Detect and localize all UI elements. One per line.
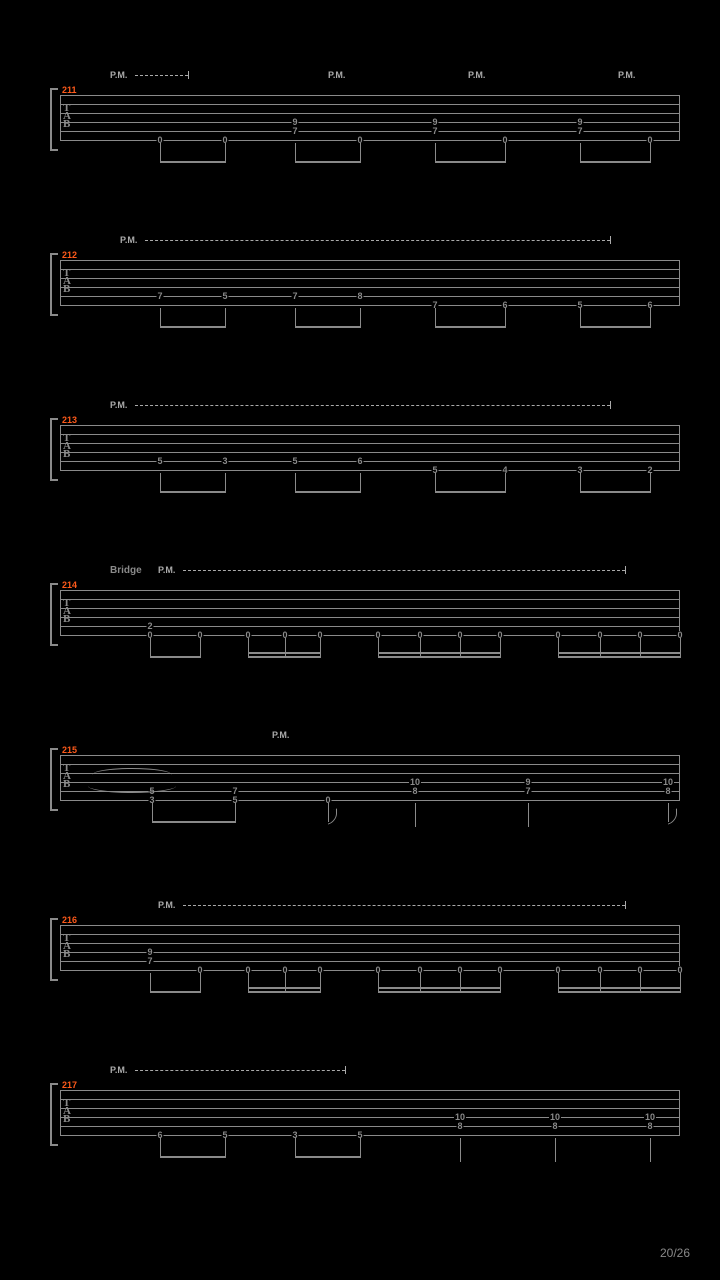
fret-number: 7 — [156, 292, 163, 300]
measure-number: 215 — [62, 745, 77, 755]
fret-number: 9 — [291, 118, 298, 126]
pm-label: P.M. — [618, 70, 635, 80]
measure-number: 216 — [62, 915, 77, 925]
staff: 75787656 — [60, 260, 680, 305]
fret-number: 9 — [576, 118, 583, 126]
fret-number: 8 — [356, 292, 363, 300]
fret-number: 10 — [409, 778, 421, 786]
fret-number: 9 — [431, 118, 438, 126]
fret-number: 7 — [576, 127, 583, 135]
pm-label: P.M. — [110, 400, 127, 410]
page-number: 20/26 — [660, 1246, 690, 1260]
staff: 20000000000000 — [60, 590, 680, 635]
fret-number: 8 — [456, 1122, 463, 1130]
fret-number: 8 — [551, 1122, 558, 1130]
fret-number: 7 — [291, 292, 298, 300]
fret-number: 7 — [291, 127, 298, 135]
staff: 53565432 — [60, 425, 680, 470]
measure-number: 211 — [62, 85, 77, 95]
tab-system: TAB20000000000000214BridgeP.M. — [0, 565, 720, 675]
tab-system: TAB75787656212P.M. — [0, 235, 720, 345]
staff: 00970970970 — [60, 95, 680, 140]
measure-number: 212 — [62, 250, 77, 260]
tab-system: TAB97000000000000216P.M. — [0, 900, 720, 1010]
fret-number: 5 — [156, 457, 163, 465]
fret-number: 5 — [291, 457, 298, 465]
fret-number: 10 — [644, 1113, 656, 1121]
pm-label: P.M. — [158, 565, 175, 575]
fret-number: 10 — [549, 1113, 561, 1121]
fret-number: 6 — [356, 457, 363, 465]
pm-label: P.M. — [158, 900, 175, 910]
fret-number: 5 — [221, 292, 228, 300]
staff: 6535108108108 — [60, 1090, 680, 1135]
tab-system: TAB6535108108108217P.M. — [0, 1065, 720, 1175]
fret-number: 8 — [664, 787, 671, 795]
fret-number: 8 — [646, 1122, 653, 1130]
fret-number: 7 — [146, 957, 153, 965]
fret-number: 3 — [221, 457, 228, 465]
tab-system: TAB53565432213P.M. — [0, 400, 720, 510]
pm-label: P.M. — [468, 70, 485, 80]
fret-number: 10 — [454, 1113, 466, 1121]
pm-label: P.M. — [120, 235, 137, 245]
pm-label: P.M. — [272, 730, 289, 740]
section-label: Bridge — [110, 565, 142, 576]
fret-number: 7 — [431, 127, 438, 135]
pm-label: P.M. — [110, 70, 127, 80]
fret-number: 9 — [524, 778, 531, 786]
pm-label: P.M. — [328, 70, 345, 80]
fret-number: 7 — [524, 787, 531, 795]
fret-number: 10 — [662, 778, 674, 786]
measure-number: 217 — [62, 1080, 77, 1090]
fret-number: 7 — [231, 787, 238, 795]
staff: 97000000000000 — [60, 925, 680, 970]
pm-label: P.M. — [110, 1065, 127, 1075]
tab-system: TAB00970970970211P.M.P.M.P.M.P.M. — [0, 70, 720, 180]
fret-number: 8 — [411, 787, 418, 795]
measure-number: 213 — [62, 415, 77, 425]
fret-number: 2 — [146, 622, 153, 630]
staff: 5375010897108 — [60, 755, 680, 800]
tab-page: TAB00970970970211P.M.P.M.P.M.P.M.TAB7578… — [0, 0, 720, 1280]
fret-number: 9 — [146, 948, 153, 956]
tab-system: TAB5375010897108215P.M. — [0, 730, 720, 848]
measure-number: 214 — [62, 580, 77, 590]
